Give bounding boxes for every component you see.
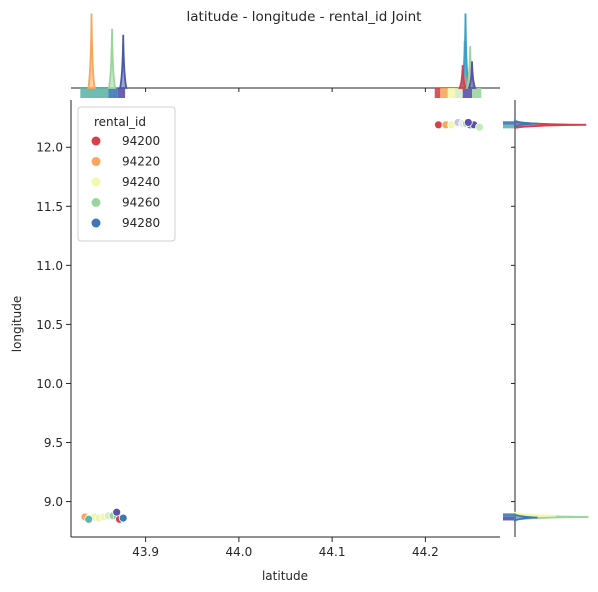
marginal-x-density — [87, 13, 96, 89]
marginal-x-rug — [472, 88, 482, 98]
legend: rental_id 94200 94220 94240 94260 94280 — [77, 106, 176, 242]
legend-marker — [91, 177, 101, 187]
legend-marker — [91, 198, 101, 207]
y-tick-label: 10.0 — [36, 377, 63, 391]
marginal-x-rug — [80, 88, 109, 98]
x-tick-label: 43.9 — [132, 545, 159, 559]
marginal-x-rug — [440, 88, 448, 98]
y-tick-label: 9.5 — [44, 436, 63, 450]
marginal-x-density — [118, 34, 128, 89]
y-tick-label: 11.5 — [36, 200, 63, 214]
marginal-x-rug — [434, 88, 441, 98]
y-axis-label: longitude — [10, 296, 24, 353]
marginal-x-density — [467, 61, 477, 89]
main-plot-area: 43.9 44.0 44.1 44.2 9.0 9.5 10.0 10.5 11.0 11.5 12… — [36, 100, 500, 559]
marginal-y-rug — [503, 121, 515, 125]
marginal-x-rug — [117, 88, 126, 98]
scatter-point — [463, 118, 473, 127]
marginal-y-density — [514, 119, 538, 129]
legend-title: rental_id — [94, 115, 146, 129]
scatter-point — [112, 507, 122, 517]
legend-label: 94240 — [122, 175, 160, 189]
x-tick-label: 44.2 — [412, 545, 439, 559]
scatter-point — [84, 514, 94, 524]
scatter-point — [434, 120, 443, 130]
legend-label: 94280 — [122, 216, 160, 230]
scatter-point — [118, 513, 128, 523]
x-tick-label: 44.0 — [226, 545, 253, 559]
marginal-x-density — [457, 65, 468, 89]
marginal-x-rug — [462, 88, 473, 98]
legend-marker — [91, 157, 101, 166]
chart-title: latitude - longitude - rental_id Joint — [187, 9, 422, 25]
legend-label: 94200 — [122, 134, 160, 148]
legend-marker — [91, 136, 101, 146]
marginal-y-axis — [503, 100, 589, 537]
marginal-x-density — [107, 28, 117, 89]
y-tick-label: 10.5 — [36, 318, 63, 332]
marginal-y-rug — [503, 124, 515, 129]
y-tick-label: 9.0 — [44, 495, 63, 509]
y-tick-label: 12.0 — [36, 141, 63, 155]
legend-label: 94260 — [122, 196, 160, 210]
marginal-y-rug — [503, 513, 515, 517]
x-tick-label: 44.1 — [319, 545, 346, 559]
scatter-point — [475, 122, 484, 132]
marginal-y-rug — [503, 516, 515, 521]
x-axis-label: latitude — [262, 569, 308, 583]
marginal-x-rug — [447, 88, 456, 98]
marginal-y-density — [514, 512, 538, 523]
marginal-x-rug — [455, 88, 463, 98]
marginal-x-axis — [71, 13, 500, 98]
legend-frame — [77, 106, 176, 242]
legend-label: 94220 — [122, 155, 160, 169]
legend-marker — [91, 218, 101, 228]
marginal-x-rug — [108, 88, 118, 98]
y-tick-label: 11.0 — [36, 259, 63, 273]
